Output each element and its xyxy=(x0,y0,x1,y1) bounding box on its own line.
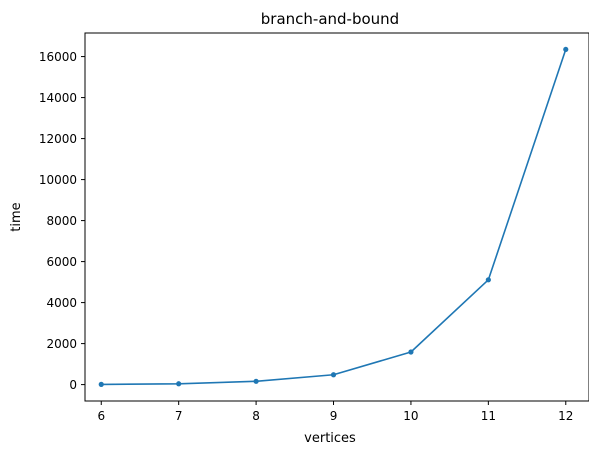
x-tick-label: 9 xyxy=(330,409,338,423)
y-tick-label: 10000 xyxy=(39,173,77,187)
x-tick-label: 6 xyxy=(97,409,105,423)
data-point xyxy=(408,349,414,355)
series-layer xyxy=(98,46,569,387)
x-tick-label: 12 xyxy=(558,409,573,423)
chart-title: branch-and-bound xyxy=(261,10,399,28)
x-axis: 6 7 8 9 10 11 12 xyxy=(97,401,573,423)
y-tick-label: 6000 xyxy=(46,255,77,269)
y-tick-label: 2000 xyxy=(46,337,77,351)
data-point xyxy=(176,381,182,387)
data-point xyxy=(563,46,569,53)
x-tick-label: 11 xyxy=(481,409,496,423)
x-tick-label: 7 xyxy=(175,409,183,423)
y-axis-label: time xyxy=(9,202,24,231)
data-point xyxy=(98,381,104,387)
data-point xyxy=(485,277,491,283)
data-point xyxy=(253,378,259,384)
plot-frame xyxy=(84,32,589,402)
data-point xyxy=(330,372,337,378)
y-tick-label: 12000 xyxy=(39,132,77,146)
y-tick-label: 16000 xyxy=(39,50,77,64)
x-tick-label: 10 xyxy=(403,409,418,423)
y-tick-label: 14000 xyxy=(39,91,77,105)
y-tick-label: 8000 xyxy=(46,214,77,228)
y-axis: 0 2000 4000 6000 8000 10000 12000 14000 16000 xyxy=(39,50,85,392)
y-tick-label: 0 xyxy=(69,378,77,392)
x-tick-label: 8 xyxy=(252,409,260,423)
x-axis-label: vertices xyxy=(304,431,356,446)
y-tick-label: 4000 xyxy=(46,296,77,310)
